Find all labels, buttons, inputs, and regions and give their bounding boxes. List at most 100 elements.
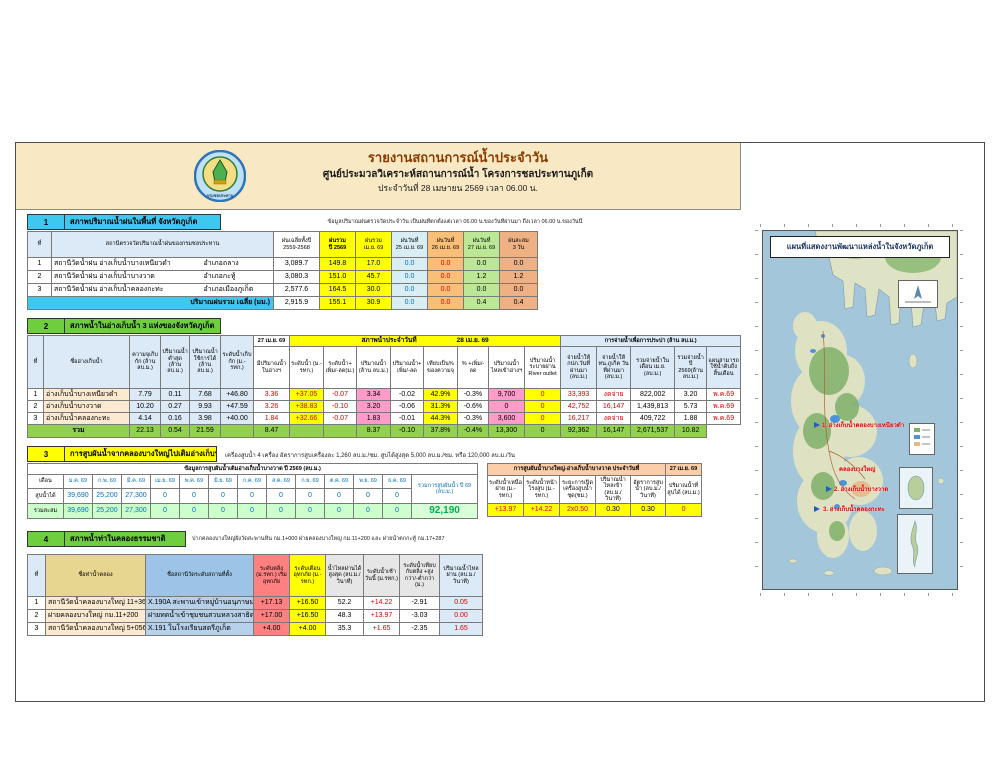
header-cell: ระยะการเปิดเครื่องสูบน้ำ ชุด(ชม.)	[559, 475, 596, 504]
cell: +14.22	[363, 596, 400, 610]
header-cell: ที่	[27, 554, 46, 597]
report-header: กรมชลประทาน รายงานสถานการณ์น้ำประจำวัน ศ…	[16, 143, 741, 210]
cell: 0.4	[499, 296, 539, 310]
cell: 0	[324, 488, 354, 504]
cell: งดจ่าย	[596, 388, 632, 401]
cell: 0	[295, 503, 325, 519]
header-cell: เทียบเป็น% ของความจุ	[423, 346, 458, 389]
pumping-daily-header-row: ระดับน้ำเหนือฝาย (ม.-รทก.) ระดับน้ำหน้าโร…	[487, 475, 703, 504]
cell: 52.2	[325, 596, 364, 610]
header-cell: ฝนวันที่ 26 เม.ย. 69	[427, 231, 465, 258]
cell: -0.10	[323, 400, 357, 413]
cell: 0.0	[391, 296, 429, 310]
cell: -0.10	[390, 424, 424, 438]
cell: 3.20	[674, 388, 708, 401]
reservoir-total-row: รวม 22.13 0.54 21.59 8.47 8.37 -0.10 37.8% -0.4…	[27, 424, 741, 438]
daily-band: สภาพน้ำประจำวันที่ 28 เม.ย. 69	[288, 335, 562, 347]
cell: +32.66	[289, 412, 324, 425]
cell: 0	[237, 503, 267, 519]
header-cell: เดือน	[27, 474, 64, 489]
header-cell: ระดับตลิ่ง (ม.รทก.) เริ่มอุทกภัย	[253, 554, 290, 597]
header-cell: ระดับน้ำ (ม.-รทก.)	[289, 346, 324, 389]
header-cell: แผนสามารถใช้น้ำดิบถึงสิ้นเดือน	[706, 346, 742, 389]
header-cell: ปริมาณน้ำ ระบายผ่าน River outlet	[523, 346, 562, 389]
cell: 0.0	[463, 283, 501, 297]
map-scale-icon	[905, 285, 931, 303]
page-title: รายงานสถานการณ์น้ำประจำวัน	[367, 150, 549, 165]
cell: 5.73	[674, 400, 708, 413]
section4-number: 4	[28, 532, 65, 546]
header-cell: ต.ค. 69	[324, 474, 354, 489]
cell: 16,147	[596, 424, 632, 438]
cell: 1	[27, 257, 52, 271]
cell: อ่างเก็บน้ำบางวาด	[43, 400, 130, 413]
pumping-daily-date: 27 เม.ย. 69	[665, 463, 703, 476]
section1-note: ข้อมูลปริมาณฝนตรวจวัดประจำวัน เป็นฝนที่ต…	[327, 219, 583, 225]
table-row: 3 สถานีวัดน้ำฝน อ่างเก็บน้ำคลองกะทะ อำเภอเ…	[27, 283, 539, 297]
map-inset-island-2-icon	[910, 520, 919, 568]
section2-bar: 2 สภาพน้ำในอ่างเก็บน้ำ 3 แห่งของจังหวัดภ…	[27, 318, 221, 334]
cell: 27,300	[121, 488, 151, 504]
cell: 0.05	[439, 596, 483, 610]
rainfall-total-row: ปริมาณฝนรวม เฉลี่ย (มม.) 2,915.9 155.1 30.…	[26, 296, 539, 310]
cell: 0	[353, 503, 383, 519]
header-cell: ระดับน้ำเหนือฝาย (ม.-รทก.)	[487, 475, 524, 504]
cell: 9.93	[189, 400, 221, 413]
map-scale-box	[898, 280, 938, 308]
cell: 0.4	[463, 296, 501, 310]
map-label-reservoir-2: 2. อ่างเก็บน้ำบางวาด	[834, 487, 889, 493]
cell: +13.97	[363, 609, 400, 623]
reservoir-table: ที่ ชื่ออ่างเก็บน้ำ ความจุเก็บกัก (ล้าน …	[27, 335, 742, 438]
table-row: 3 อ่างเก็บน้ำคลองกะทะ 4.14 0.16 3.98 +40.00 1.…	[27, 412, 742, 425]
cell: 0	[665, 503, 703, 517]
cell: 0	[523, 412, 562, 425]
cell: 0	[237, 488, 267, 504]
header-cell: ความจุเก็บกัก (ล้าน ลบ.ม.)	[129, 335, 161, 389]
cell: 164.5	[319, 283, 357, 297]
header-cell: ปริมาณน้ำใช้การได้ (ล้าน ลบ.ม.)	[189, 335, 221, 389]
cell: 39,690	[63, 503, 93, 519]
map-ticks-bottom	[760, 593, 958, 596]
cell: +16.50	[289, 596, 326, 610]
section1-bar: 1 สภาพปริมาณน้ำฝนในพื้นที่ จังหวัดภูเก็ต	[27, 214, 221, 230]
header-cell: ชื่อสถานีวัดระดับสถานที่ตั้ง	[145, 554, 254, 597]
header-cell: ฝนวันที่ 27 เม.ย. 69	[463, 231, 501, 258]
table-row: 1 สถานีวัดน้ำฝน อ่างเก็บน้ำบางเหนียวดำ อำเ…	[27, 257, 539, 271]
cell: ฝายคลองบางใหญ่ กม.11+200	[45, 609, 146, 623]
cell: 0.0	[463, 257, 501, 271]
cell: 10.82	[674, 424, 708, 438]
cell: 0	[179, 503, 209, 519]
cell: 2,915.9	[273, 296, 321, 310]
section3-note: เครื่องสูบน้ำ 4 เครื่อง อัตราการสูบเครื่…	[225, 453, 515, 459]
cell: 0.0	[391, 257, 429, 271]
cell: +1.65	[363, 622, 400, 636]
map-inset-island-2	[897, 514, 933, 574]
table-row: 1 อ่างเก็บน้ำบางเหนียวดำ 7.79 0.11 7.68 +46.8…	[27, 388, 742, 401]
cell: 0	[266, 488, 296, 504]
rainfall-table: ที่ สถานีตรวจวัดปริมาณน้ำฝนของกรมชลประทา…	[26, 231, 539, 310]
header-cell: ฝนวันที่ 25 เม.ย. 69	[391, 231, 429, 258]
map-label-reservoir-1: 1. อ่างเก็บน้ำคลองบางเหนียวดำ	[822, 423, 905, 429]
cell: 0	[382, 503, 412, 519]
cell: งดจ่าย	[596, 412, 632, 425]
cell: +13.97	[487, 503, 524, 517]
cell: 0	[150, 503, 180, 519]
pumping-grand-total: 92,190	[410, 503, 479, 519]
cell: 0.0	[427, 270, 465, 284]
cell: 151.0	[319, 270, 357, 284]
cell: 149.8	[319, 257, 357, 271]
cell: X.190A สะพานเข้าหมู่บ้านอนุภาษมโนรมย์	[145, 596, 254, 610]
header-cell: อัตราการสูบน้ำ (ลบ.ม./วินาที)	[629, 475, 667, 504]
cell: 0	[266, 503, 296, 519]
header-cell: มี.ค. 69	[121, 474, 151, 489]
cell: 0	[488, 400, 525, 413]
header-cell: ปริมาณน้ำต่ำสุด (ล้าน ลบ.ม.)	[160, 335, 190, 389]
cell: 0	[382, 488, 412, 504]
table-row: 1 สถานีวัดน้ำคลองบางใหญ่ 11+360 X.190A สะพ…	[27, 596, 483, 610]
header-cell: สถานีตรวจวัดปริมาณน้ำฝนของกรมชลประทาน	[50, 231, 275, 258]
header-cell: ฝนรวม เม.ย. 69	[355, 231, 393, 258]
cell: 409,722	[630, 412, 676, 425]
header-cell: ปริมาณน้ำ ไหลเข้าอ่างฯ	[488, 346, 525, 389]
cell: พ.ค.69	[706, 388, 742, 401]
cell: -0.4%	[457, 424, 489, 438]
